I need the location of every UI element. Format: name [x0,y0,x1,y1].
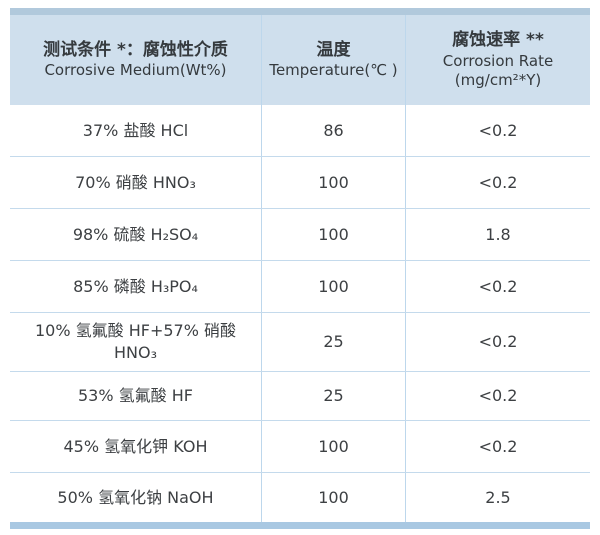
table-row: 45% 氢氧化钾 KOH 100 <0.2 [10,420,590,472]
table-bottom-accent-bar [10,522,590,529]
cell-medium: 50% 氢氧化钠 NaOH [10,473,262,522]
header-medium-en: Corrosive Medium(Wt%) [44,61,227,80]
table-row: 70% 硝酸 HNO₃ 100 <0.2 [10,156,590,208]
table-body: 37% 盐酸 HCl 86 <0.2 70% 硝酸 HNO₃ 100 <0.2 … [10,105,590,522]
header-rate-unit: (mg/cm²*Y) [454,71,542,90]
cell-rate: <0.2 [478,386,518,406]
header-temperature-zh: 温度 [316,40,351,61]
cell-rate: 1.8 [485,224,511,244]
cell-temperature: 86 [262,105,406,156]
table-row: 53% 氢氟酸 HF 25 <0.2 [10,371,590,420]
header-rate-en: Corrosion Rate [442,51,554,70]
table-top-accent-bar [10,8,590,15]
table-row: 50% 氢氧化钠 NaOH 100 2.5 [10,472,590,522]
cell-medium: 53% 氢氟酸 HF [10,372,262,420]
cell-temperature: 100 [262,209,406,260]
header-cell-temperature: 温度 Temperature(℃ ) [262,15,406,105]
cell-medium: 37% 盐酸 HCl [10,105,262,156]
cell-medium: 85% 磷酸 H₃PO₄ [10,261,262,312]
cell-rate: <0.2 [478,172,518,192]
header-cell-corrosion-rate: 腐蚀速率 ** Corrosion Rate (mg/cm²*Y) [406,15,590,105]
cell-temperature: 25 [262,313,406,371]
cell-temperature: 100 [262,157,406,208]
table-row: 37% 盐酸 HCl 86 <0.2 [10,105,590,156]
cell-medium: 45% 氢氧化钾 KOH [10,421,262,472]
table-header-row: 测试条件 *：腐蚀性介质 Corrosive Medium(Wt%) 温度 Te… [10,15,590,105]
cell-rate: 2.5 [485,487,511,507]
header-medium-zh: 测试条件 *：腐蚀性介质 [43,40,228,61]
cell-medium: 10% 氢氟酸 HF+57% 硝酸 HNO₃ [10,313,262,371]
cell-temperature: 100 [262,473,406,522]
header-cell-corrosive-medium: 测试条件 *：腐蚀性介质 Corrosive Medium(Wt%) [10,15,262,105]
cell-rate: <0.2 [478,332,518,352]
cell-temperature: 25 [262,372,406,420]
cell-temperature: 100 [262,421,406,472]
header-temperature-en: Temperature(℃ ) [269,61,398,80]
table-row: 10% 氢氟酸 HF+57% 硝酸 HNO₃ 25 <0.2 [10,312,590,371]
cell-temperature: 100 [262,261,406,312]
header-rate-zh: 腐蚀速率 ** [452,30,544,51]
table-row: 98% 硫酸 H₂SO₄ 100 1.8 [10,208,590,260]
cell-rate: <0.2 [478,120,518,140]
corrosion-table: 测试条件 *：腐蚀性介质 Corrosive Medium(Wt%) 温度 Te… [10,8,590,529]
cell-rate: <0.2 [478,276,518,296]
table-row: 85% 磷酸 H₃PO₄ 100 <0.2 [10,260,590,312]
cell-rate: <0.2 [478,436,518,456]
cell-medium: 98% 硫酸 H₂SO₄ [10,209,262,260]
cell-medium: 70% 硝酸 HNO₃ [10,157,262,208]
